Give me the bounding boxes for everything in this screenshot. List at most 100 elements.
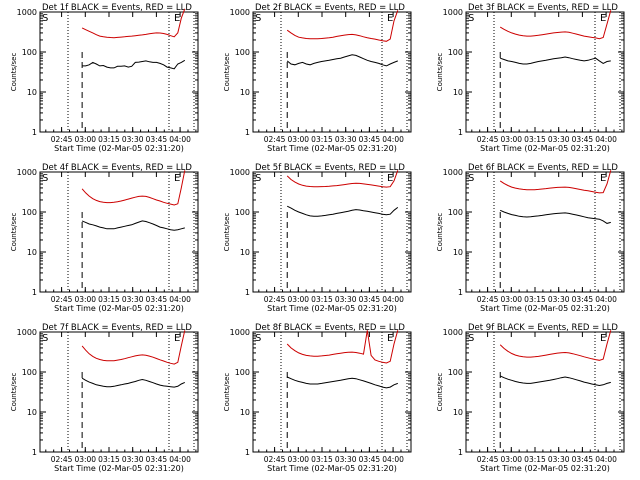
y-tick-label: 1 bbox=[245, 288, 250, 297]
x-tick-label: 02:45 bbox=[264, 135, 286, 144]
lld-series-line bbox=[499, 10, 612, 40]
x-tick-label: 04:00 bbox=[169, 295, 191, 304]
y-tick-label: 100 bbox=[22, 48, 37, 57]
y-tick-label: 10 bbox=[453, 88, 463, 97]
end-marker: E bbox=[600, 13, 606, 24]
x-tick-label: 03:15 bbox=[524, 295, 546, 304]
x-tick-label: 03:00 bbox=[74, 135, 96, 144]
plot-frame bbox=[465, 331, 625, 453]
x-tick-label: 03:00 bbox=[74, 295, 96, 304]
detector-panel: Det 5f BLACK = Events, RED = LLD 1 10 100 10… bbox=[223, 163, 412, 313]
y-axis-label: Counts/sec bbox=[436, 373, 444, 412]
lld-series-line bbox=[499, 330, 612, 361]
plot-frame bbox=[39, 331, 199, 453]
events-series-line bbox=[499, 375, 611, 387]
detector-panel: Det 6f BLACK = Events, RED = LLD 1 10 100 10… bbox=[436, 163, 625, 313]
end-marker: E bbox=[600, 173, 606, 184]
x-tick-label: 04:00 bbox=[595, 455, 617, 464]
plot-frame bbox=[39, 11, 199, 133]
x-axis-label: Start Time (02-Mar-05 02:31:20) bbox=[267, 464, 397, 473]
x-axis-label: Start Time (02-Mar-05 02:31:20) bbox=[267, 304, 397, 313]
end-marker: E bbox=[387, 333, 393, 344]
detector-panel: Det 2f BLACK = Events, RED = LLD 1 10 100 10… bbox=[223, 3, 412, 153]
detector-panel: Det 1f BLACK = Events, RED = LLD 1 10 100 10… bbox=[10, 3, 199, 153]
x-tick-label: 03:45 bbox=[359, 135, 381, 144]
y-tick-label: 1000 bbox=[443, 328, 463, 337]
x-tick-label: 02:45 bbox=[477, 295, 499, 304]
y-tick-label: 100 bbox=[22, 368, 37, 377]
detector-panel: Det 9f BLACK = Events, RED = LLD 1 10 100 10… bbox=[436, 323, 625, 473]
x-tick-label: 04:00 bbox=[595, 135, 617, 144]
x-tick-label: 03:45 bbox=[146, 295, 168, 304]
x-tick-label: 02:45 bbox=[51, 295, 73, 304]
y-axis-label: Counts/sec bbox=[223, 53, 231, 92]
y-tick-label: 100 bbox=[448, 368, 463, 377]
events-series-line bbox=[499, 209, 611, 224]
panel-title: Det 3f BLACK = Events, RED = LLD bbox=[468, 3, 618, 13]
y-tick-label: 100 bbox=[235, 208, 250, 217]
start-marker: S bbox=[42, 173, 48, 184]
y-tick-label: 10 bbox=[240, 408, 250, 417]
start-marker: S bbox=[42, 13, 48, 24]
events-series-line bbox=[286, 54, 398, 67]
x-tick-label: 03:15 bbox=[311, 295, 333, 304]
y-tick-label: 10 bbox=[453, 408, 463, 417]
x-axis-label: Start Time (02-Mar-05 02:31:20) bbox=[54, 144, 184, 153]
x-tick-label: 02:45 bbox=[51, 455, 73, 464]
end-marker: E bbox=[174, 13, 180, 24]
x-tick-label: 03:45 bbox=[146, 455, 168, 464]
x-tick-label: 03:15 bbox=[311, 135, 333, 144]
x-tick-label: 02:45 bbox=[477, 455, 499, 464]
x-tick-label: 04:00 bbox=[169, 135, 191, 144]
x-tick-label: 03:30 bbox=[548, 135, 570, 144]
y-tick-label: 1 bbox=[458, 128, 463, 137]
end-marker: E bbox=[174, 333, 180, 344]
y-tick-label: 1 bbox=[32, 288, 37, 297]
y-tick-label: 10 bbox=[453, 248, 463, 257]
lld-series-line bbox=[286, 170, 399, 188]
x-tick-label: 03:15 bbox=[524, 455, 546, 464]
x-tick-label: 03:30 bbox=[335, 295, 357, 304]
x-tick-label: 03:15 bbox=[98, 135, 120, 144]
x-tick-label: 04:00 bbox=[382, 295, 404, 304]
y-tick-label: 1000 bbox=[230, 328, 250, 337]
panel-title: Det 6f BLACK = Events, RED = LLD bbox=[468, 163, 618, 173]
y-tick-label: 1 bbox=[245, 448, 250, 457]
plot-frame bbox=[252, 11, 412, 133]
start-marker: S bbox=[255, 333, 261, 344]
panel-title: Det 7f BLACK = Events, RED = LLD bbox=[42, 323, 192, 333]
x-tick-label: 04:00 bbox=[382, 135, 404, 144]
x-tick-label: 02:45 bbox=[264, 295, 286, 304]
x-tick-label: 03:00 bbox=[74, 455, 96, 464]
x-tick-label: 02:45 bbox=[51, 135, 73, 144]
x-axis-label: Start Time (02-Mar-05 02:31:20) bbox=[54, 464, 184, 473]
end-marker: E bbox=[174, 173, 180, 184]
x-tick-label: 03:15 bbox=[98, 295, 120, 304]
y-tick-label: 10 bbox=[27, 408, 37, 417]
events-series-line bbox=[81, 377, 186, 388]
plot-frame bbox=[465, 171, 625, 293]
detector-panel: Det 7f BLACK = Events, RED = LLD 1 10 100 10… bbox=[10, 323, 199, 473]
y-tick-label: 1 bbox=[458, 448, 463, 457]
end-marker: E bbox=[387, 173, 393, 184]
x-tick-label: 03:45 bbox=[359, 295, 381, 304]
x-tick-label: 04:00 bbox=[169, 455, 191, 464]
y-axis-label: Counts/sec bbox=[436, 53, 444, 92]
x-tick-label: 03:30 bbox=[122, 135, 144, 144]
detector-panel: Det 4f BLACK = Events, RED = LLD 1 10 100 10… bbox=[10, 163, 199, 313]
y-tick-label: 1000 bbox=[17, 168, 37, 177]
y-tick-label: 1 bbox=[32, 128, 37, 137]
x-tick-label: 03:45 bbox=[572, 295, 594, 304]
x-tick-label: 03:45 bbox=[146, 135, 168, 144]
y-tick-label: 100 bbox=[448, 208, 463, 217]
lld-series-line bbox=[286, 10, 399, 42]
x-tick-label: 03:30 bbox=[335, 135, 357, 144]
x-tick-label: 03:00 bbox=[500, 135, 522, 144]
x-tick-label: 04:00 bbox=[382, 455, 404, 464]
y-tick-label: 1 bbox=[458, 288, 463, 297]
lld-series-line bbox=[286, 330, 399, 364]
x-tick-label: 03:00 bbox=[287, 135, 309, 144]
end-marker: E bbox=[600, 333, 606, 344]
x-tick-label: 03:30 bbox=[548, 295, 570, 304]
y-tick-label: 1000 bbox=[17, 328, 37, 337]
